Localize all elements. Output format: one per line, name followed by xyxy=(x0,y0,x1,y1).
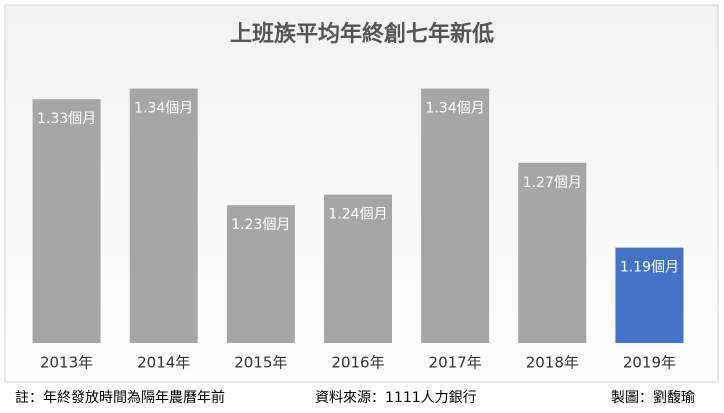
value-label: 1.27個月 xyxy=(523,175,582,191)
x-tick-label: 2015年 xyxy=(234,354,287,372)
chart-title: 上班族平均年終創七年新低 xyxy=(230,21,494,47)
bar xyxy=(324,194,392,343)
x-tick-label: 2014年 xyxy=(137,354,190,372)
value-label: 1.34個月 xyxy=(134,101,193,117)
value-label: 1.33個月 xyxy=(37,111,96,127)
x-tick-label: 2013年 xyxy=(40,354,93,372)
bar xyxy=(32,99,101,343)
bar xyxy=(518,162,587,343)
footer-credit: 製圖：劉馥瑜 xyxy=(611,389,695,406)
footer-source: 資料來源：1111人力銀行 xyxy=(315,390,477,406)
value-label: 1.19個月 xyxy=(620,260,679,276)
x-tick-label: 2016年 xyxy=(331,354,384,372)
x-tick-label: 2018年 xyxy=(526,354,579,372)
footer-note: 註：年終發放時間為隔年農曆年前 xyxy=(15,389,225,406)
bar xyxy=(421,88,490,343)
x-tick-label: 2019年 xyxy=(623,354,676,372)
bar xyxy=(615,247,684,343)
x-tick-label: 2017年 xyxy=(429,354,482,372)
value-label: 1.24個月 xyxy=(328,207,387,223)
bar xyxy=(226,205,295,343)
value-label: 1.34個月 xyxy=(426,101,485,117)
value-label: 1.23個月 xyxy=(231,217,290,233)
bar xyxy=(129,88,198,343)
